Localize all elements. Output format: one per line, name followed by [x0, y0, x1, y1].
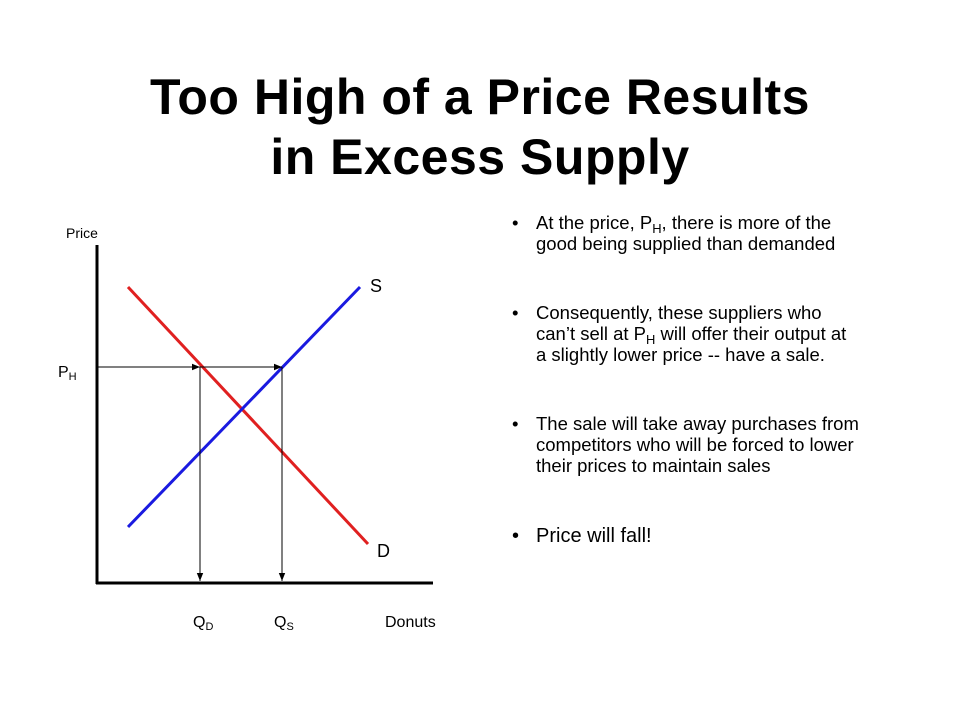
bullet-text: , there is more of the good being suppli…	[536, 212, 836, 254]
subscript: H	[652, 220, 662, 236]
qs-label: QS	[274, 614, 294, 633]
demand-curve	[126, 285, 370, 546]
title-line: in Excess Supply	[270, 129, 690, 185]
qd-label: QD	[193, 614, 213, 633]
title-line: Too High of a Price Results	[150, 69, 810, 125]
x-axis-label: Donuts	[385, 614, 436, 631]
bullet: Consequently, these suppliers who can’t …	[510, 302, 860, 365]
bullet-text: will offer their output at a slightly lo…	[536, 323, 847, 365]
bullet-text: Price will fall!	[536, 525, 652, 547]
bullet: Price will fall!	[510, 524, 860, 548]
bullet: The sale will take away purchases from c…	[510, 413, 860, 476]
supply-curve	[126, 285, 362, 529]
supply-label: S	[370, 276, 382, 296]
y-axis-label: Price	[66, 225, 98, 241]
bullet-list: At the price, PH, there is more of the g…	[510, 212, 860, 596]
bullet-text: Consequently, these suppliers who can’t …	[536, 302, 822, 344]
subscript: H	[646, 331, 656, 347]
bullet: At the price, PH, there is more of the g…	[510, 212, 860, 254]
bullet-text: At the price, P	[536, 212, 653, 233]
demand-label: D	[377, 541, 390, 561]
bullet-text: The sale will take away purchases from c…	[536, 413, 859, 476]
price-label: PH	[58, 364, 77, 383]
